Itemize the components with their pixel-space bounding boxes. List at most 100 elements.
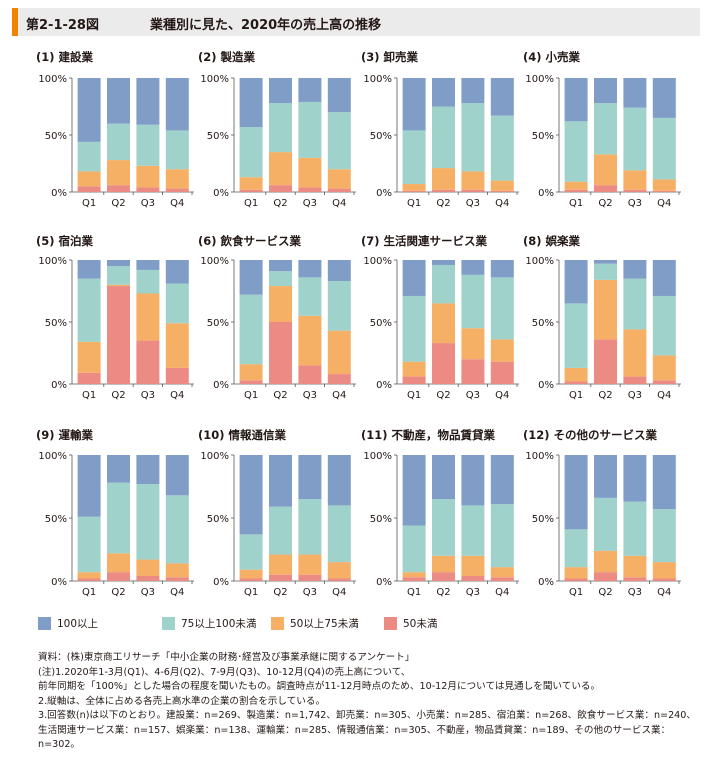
x-tick-label: Q1 [407, 587, 421, 598]
bar-segment [461, 260, 485, 275]
x-tick-label: Q4 [495, 587, 509, 598]
y-tick-label: 100% [38, 74, 67, 85]
x-tick-label: Q3 [303, 587, 317, 598]
bar-segment [432, 189, 455, 192]
y-tick-label: 50% [532, 318, 554, 329]
x-tick-label: Q4 [332, 587, 346, 598]
legend-swatch [271, 617, 284, 630]
x-tick-label: Q4 [332, 198, 346, 209]
bar-segment [402, 184, 426, 191]
bar-segment [490, 180, 514, 191]
bar-segment [594, 455, 617, 498]
x-tick-label: Q4 [332, 390, 346, 401]
y-tick-label: 0% [51, 188, 67, 199]
bar-segment [402, 361, 426, 377]
bar-segment [107, 553, 130, 573]
y-tick-label: 100% [38, 256, 67, 267]
bar-segment [623, 376, 647, 384]
bar-segment [136, 293, 160, 341]
y-tick-label: 100% [200, 74, 229, 85]
bar-segment [402, 572, 426, 578]
bar-segment [461, 455, 485, 506]
bar-segment [136, 575, 160, 581]
chart-panel: (7) 生活関連サービス業 100% 50% 0% Q1 Q2 Q3 Q4 [361, 234, 519, 401]
bar-segment [107, 482, 130, 554]
bar-segment [402, 78, 426, 131]
bar-segment [461, 274, 485, 329]
bar-segment [269, 506, 292, 555]
bar-segment [652, 380, 676, 384]
bar-segment [327, 330, 351, 375]
bar-segment [402, 130, 426, 185]
bar-segment [490, 190, 514, 192]
bar-segment [298, 315, 322, 366]
bar-segment [298, 260, 322, 278]
y-tick-label: 100% [525, 451, 554, 462]
bar-segment [564, 529, 588, 568]
bar-segment [239, 294, 263, 365]
x-tick-label: Q3 [141, 390, 155, 401]
bar-segment [136, 340, 160, 384]
bar-segment [461, 575, 485, 581]
y-tick-label: 50% [532, 131, 554, 142]
bar-segment [136, 165, 160, 188]
bar-segment [652, 190, 676, 192]
bar-segment [490, 339, 514, 362]
y-tick-label: 0% [538, 380, 554, 391]
y-tick-label: 0% [376, 188, 392, 199]
chart-title: (10) 情報通信業 [198, 428, 287, 442]
chart-title: (2) 製造業 [198, 50, 256, 64]
bar-segment [239, 260, 263, 295]
bar-segment [269, 103, 292, 153]
bar-segment [107, 286, 130, 384]
legend-swatch [384, 617, 397, 630]
bar-segment [239, 78, 263, 128]
bar-segment [239, 569, 263, 579]
y-tick-label: 100% [363, 451, 392, 462]
bar-segment [77, 78, 101, 142]
bar-segment [239, 578, 263, 581]
figure-number: 第2-1-28図 [26, 18, 99, 33]
bar-segment [107, 284, 130, 287]
y-tick-label: 100% [525, 74, 554, 85]
x-tick-label: Q2 [111, 198, 125, 209]
x-tick-label: Q2 [111, 587, 125, 598]
chart-panel: (1) 建設業 100% 50% 0% Q1 Q2 Q3 Q4 [36, 50, 194, 209]
bar-segment [594, 572, 617, 581]
y-tick-label: 0% [538, 188, 554, 199]
chart-panel: (5) 宿泊業 100% 50% 0% Q1 Q2 Q3 Q4 [36, 234, 194, 401]
bar-segment [490, 455, 514, 505]
chart-panel: (6) 飲食サービス業 100% 50% 0% Q1 Q2 Q3 Q4 [198, 234, 356, 401]
x-tick-label: Q3 [628, 198, 642, 209]
bar-segment [77, 516, 101, 573]
bar-segment [327, 169, 351, 189]
bar-segment [298, 455, 322, 500]
bar-segment [269, 78, 292, 104]
chart-title: (8) 娯楽業 [523, 234, 581, 248]
bar-segment [461, 505, 485, 556]
bar-segment [623, 501, 647, 556]
bar-segment [107, 185, 130, 192]
bar-segment [402, 577, 426, 581]
y-tick-label: 50% [207, 131, 229, 142]
bar-segment [564, 181, 588, 190]
chart-panel: (9) 運輸業 100% 50% 0% Q1 Q2 Q3 Q4 [36, 428, 194, 598]
bar-segment [432, 264, 455, 304]
x-tick-label: Q2 [273, 390, 287, 401]
bar-segment [136, 187, 160, 192]
bar-segment [594, 260, 617, 264]
bar-segment [432, 499, 455, 556]
y-tick-label: 50% [45, 131, 67, 142]
bar-segment [652, 117, 676, 180]
bar-segment [652, 260, 676, 296]
x-tick-label: Q2 [436, 587, 450, 598]
y-tick-label: 100% [363, 74, 392, 85]
bar-segment [402, 260, 426, 296]
legend-swatch [162, 617, 175, 630]
x-tick-label: Q1 [82, 390, 96, 401]
bar-segment [652, 355, 676, 381]
bar-segment [136, 269, 160, 294]
note-2: 2.縦軸は、全体に占める各売上高水準の企業の割合を示している。 [38, 695, 326, 707]
bar-segment [623, 455, 647, 502]
bar-segment [564, 189, 588, 192]
